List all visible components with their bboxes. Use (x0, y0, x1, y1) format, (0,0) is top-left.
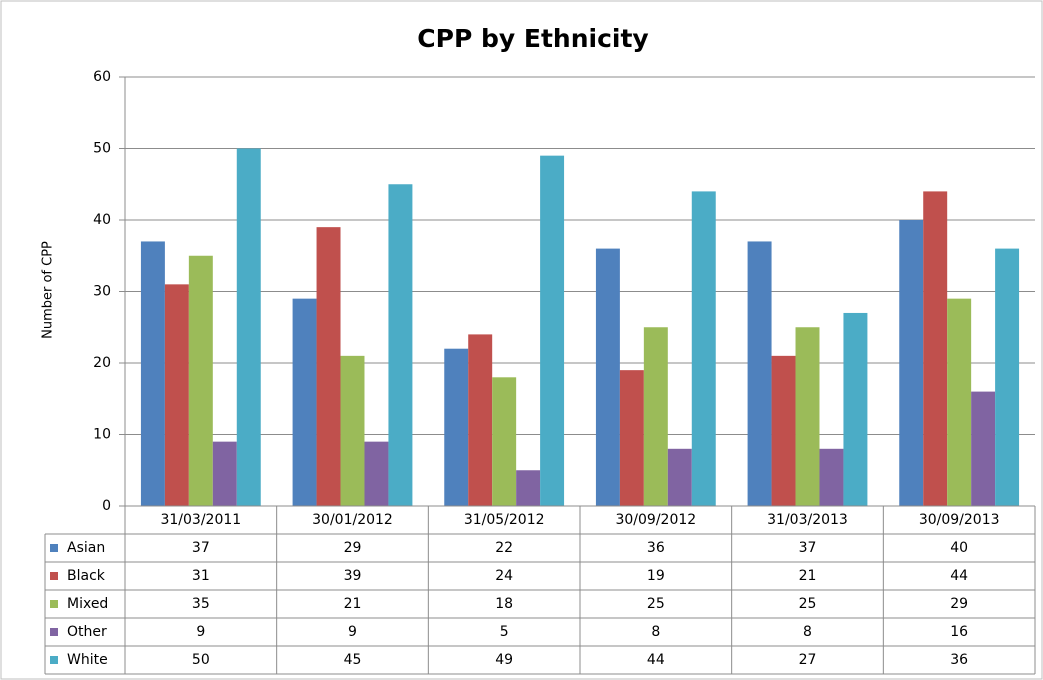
y-tick-label: 20 (93, 355, 111, 371)
bar (212, 441, 237, 506)
bar (643, 327, 668, 506)
table-cell: 36 (647, 540, 665, 556)
y-tick-label: 40 (93, 212, 111, 228)
bar (619, 370, 644, 506)
table-cell: 44 (647, 652, 665, 668)
bar (819, 448, 844, 506)
bar (795, 327, 820, 506)
table-cell: 22 (495, 540, 513, 556)
bar (140, 241, 165, 506)
bar (468, 334, 493, 506)
table-cell: 8 (803, 624, 812, 640)
bar (236, 148, 261, 506)
table-cell: 5 (500, 624, 509, 640)
x-tick-label: 31/03/2011 (160, 512, 241, 528)
bar (292, 298, 317, 506)
bar (771, 355, 796, 506)
bar (364, 441, 389, 506)
bar (188, 255, 213, 506)
bar (540, 155, 565, 506)
bar (971, 391, 996, 506)
table-cell: 27 (799, 652, 817, 668)
x-tick-label: 30/01/2012 (312, 512, 393, 528)
x-tick-label: 30/09/2013 (919, 512, 1000, 528)
table-cell: 9 (348, 624, 357, 640)
x-tick-label: 31/05/2012 (464, 512, 545, 528)
table-cell: 19 (647, 568, 665, 584)
bar (164, 284, 189, 506)
table-cell: 49 (495, 652, 513, 668)
legend-label: Mixed (67, 596, 108, 612)
bar (516, 470, 541, 506)
legend-swatch (50, 544, 58, 552)
table-cell: 40 (950, 540, 968, 556)
bar (388, 184, 413, 506)
y-tick-label: 30 (93, 284, 111, 300)
table-cell: 8 (651, 624, 660, 640)
table-cell: 18 (495, 596, 513, 612)
table-cell: 45 (344, 652, 362, 668)
table-cell: 29 (344, 540, 362, 556)
legend-swatch (50, 656, 58, 664)
bar (340, 355, 365, 506)
y-tick-label: 10 (93, 427, 111, 443)
bar (747, 241, 772, 506)
table-cell: 9 (196, 624, 205, 640)
bar (444, 348, 469, 506)
y-tick-label: 60 (93, 69, 111, 85)
legend-swatch (50, 628, 58, 636)
table-cell: 37 (799, 540, 817, 556)
table-cell: 24 (495, 568, 513, 584)
table-cell: 36 (950, 652, 968, 668)
legend-swatch (50, 600, 58, 608)
y-tick-label: 0 (102, 498, 111, 514)
bar (947, 298, 972, 506)
table-cell: 25 (647, 596, 665, 612)
table-cell: 37 (192, 540, 210, 556)
table-cell: 44 (950, 568, 968, 584)
bar (667, 448, 692, 506)
table-cell: 25 (799, 596, 817, 612)
legend-label: Other (67, 624, 107, 640)
bar (923, 191, 948, 506)
bar (492, 377, 517, 506)
y-axis-label: Number of CPP (41, 241, 56, 339)
y-tick-label: 50 (93, 141, 111, 157)
table-cell: 50 (192, 652, 210, 668)
table-cell: 39 (344, 568, 362, 584)
legend-swatch (50, 572, 58, 580)
table-cell: 21 (799, 568, 817, 584)
legend-label: White (67, 652, 108, 668)
bar (995, 248, 1020, 506)
bar (316, 227, 341, 506)
table-cell: 35 (192, 596, 210, 612)
legend-label: Asian (67, 540, 105, 556)
bar (691, 191, 716, 506)
bar (843, 312, 868, 506)
table-cell: 29 (950, 596, 968, 612)
x-tick-label: 30/09/2012 (615, 512, 696, 528)
table-cell: 21 (344, 596, 362, 612)
table-cell: 16 (950, 624, 968, 640)
x-tick-label: 31/03/2013 (767, 512, 848, 528)
legend-label: Black (67, 568, 106, 584)
bar (899, 220, 924, 506)
table-cell: 31 (192, 568, 210, 584)
bar (595, 248, 620, 506)
chart-title: CPP by Ethnicity (417, 24, 648, 53)
